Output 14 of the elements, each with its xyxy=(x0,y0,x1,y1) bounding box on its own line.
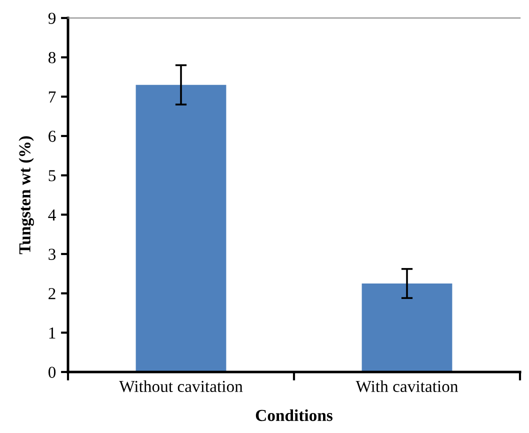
y-tick-label: 1 xyxy=(49,327,56,338)
x-axis-title: Conditions xyxy=(256,409,332,422)
y-tick-label: 5 xyxy=(48,170,56,182)
y-tick-label: 9 xyxy=(48,12,56,24)
y-tick-label: 2 xyxy=(48,288,56,300)
y-tick-label: 0 xyxy=(48,366,56,378)
y-axis-title: Tungsten wt (%) xyxy=(18,136,34,254)
y-tick-label: 6 xyxy=(48,130,56,142)
y-tick-label: 3 xyxy=(48,248,56,260)
y-tick-label: 4 xyxy=(48,209,56,220)
x-tick-label: With cavitation xyxy=(356,380,458,392)
x-tick-label: Without cavitation xyxy=(119,380,243,392)
y-tick-label: 7 xyxy=(48,92,56,102)
y-tick-label: 8 xyxy=(48,52,56,64)
